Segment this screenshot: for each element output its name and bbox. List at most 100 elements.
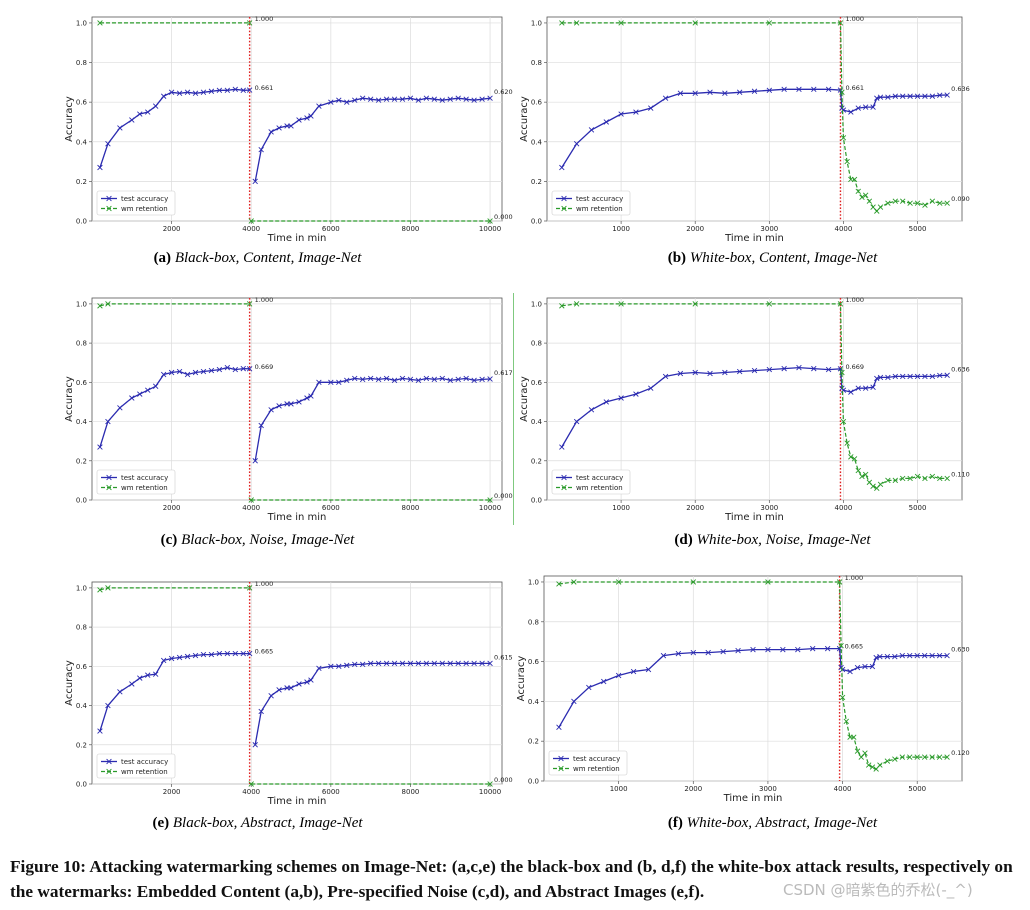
data-point-marker [907, 93, 913, 99]
annotation-acc-before: 0.665 [255, 648, 274, 656]
data-point-marker [855, 467, 861, 474]
data-point-marker [884, 653, 891, 660]
y-tick-label: 0.4 [531, 418, 543, 426]
caption-b: (b) White-box, Content, Image-Net [515, 250, 1030, 267]
data-point-marker [588, 127, 595, 133]
annotation-wm-after: 0.120 [951, 749, 970, 757]
data-point-marker [391, 377, 398, 384]
data-point-marker [192, 652, 199, 659]
y-axis-label: Accuracy [64, 96, 75, 142]
data-point-marker [328, 99, 334, 105]
y-tick-label: 0.4 [528, 698, 540, 706]
data-point-marker [447, 377, 453, 384]
data-point-marker [344, 99, 350, 105]
data-point-marker [862, 663, 868, 670]
data-point-marker [851, 456, 858, 462]
data-point-marker [936, 754, 943, 760]
chart-panel-d: 0.0 0.2 0.4 0.6 0.8 1.0 1000 2000 3000 4000 5000 Ti… [515, 283, 1030, 558]
data-point-marker [877, 94, 884, 100]
data-point-marker [268, 693, 274, 699]
data-point-marker [561, 474, 567, 481]
data-point-marker [168, 369, 175, 376]
data-point-marker [660, 652, 667, 659]
x-tick-label: 8000 [402, 788, 420, 796]
data-point-marker [415, 660, 422, 667]
data-point-marker [160, 371, 167, 378]
data-point-marker [192, 369, 199, 376]
data-point-marker [914, 652, 920, 659]
data-point-marker [571, 698, 577, 705]
csdn-watermark: CSDN @暗紫色的乔松(-_^) [783, 881, 973, 899]
data-point-marker [937, 200, 943, 206]
data-point-marker [145, 387, 151, 393]
data-point-marker [561, 205, 567, 212]
data-point-marker [854, 748, 861, 754]
data-point-marker [944, 652, 950, 659]
data-point-marker [922, 373, 928, 380]
data-point-marker [877, 374, 884, 381]
data-point-marker [907, 373, 913, 380]
data-point-marker [892, 756, 898, 762]
x-tick-label: 6000 [322, 504, 340, 512]
data-point-marker [571, 579, 577, 585]
data-point-marker [825, 366, 832, 373]
y-tick-label: 0.6 [528, 658, 540, 666]
data-point-marker [137, 675, 143, 681]
data-point-marker [615, 579, 622, 585]
data-point-marker [248, 781, 254, 787]
y-tick-label: 0.6 [76, 663, 88, 671]
column-divider [513, 293, 514, 525]
data-point-marker [885, 477, 891, 484]
data-point-marker [224, 650, 231, 657]
data-point-marker [224, 87, 231, 93]
legend-wm-label: wm retention [573, 765, 620, 773]
data-point-marker [152, 671, 159, 677]
data-point-marker [97, 444, 103, 450]
y-tick-label: 0.0 [528, 778, 539, 786]
x-tick-label: 5000 [908, 785, 926, 793]
data-point-marker [824, 645, 831, 652]
annotation-wm-before: 1.000 [845, 574, 864, 582]
data-point-marker [407, 660, 414, 667]
data-point-marker [899, 652, 906, 659]
y-axis-label: Accuracy [516, 656, 527, 702]
data-point-marker [809, 645, 816, 652]
x-tick-label: 1000 [612, 504, 630, 512]
data-point-marker [690, 579, 697, 585]
x-axis-label: Time in min [723, 793, 783, 804]
data-point-marker [877, 653, 883, 660]
data-point-marker [137, 111, 143, 117]
caption-label: (c) [160, 532, 178, 548]
data-point-marker [152, 383, 159, 389]
data-point-marker [907, 200, 913, 206]
data-point-marker [184, 371, 191, 378]
data-point-marker [735, 647, 741, 654]
y-tick-label: 1.0 [76, 300, 87, 308]
annotation-acc-before: 0.669 [255, 363, 274, 371]
data-point-marker [246, 20, 253, 26]
data-point-marker [105, 585, 111, 591]
data-point-marker [200, 368, 207, 375]
data-point-marker [240, 650, 246, 657]
data-point-marker [862, 750, 868, 756]
data-point-marker [588, 407, 595, 413]
wm-retention-line [558, 581, 948, 770]
data-point-marker [383, 660, 390, 667]
plot-area [546, 16, 963, 222]
data-point-marker [106, 484, 112, 491]
data-point-marker [662, 373, 669, 380]
data-point-marker [258, 146, 264, 153]
data-point-marker [240, 365, 246, 372]
annotation-wm-after: 0.000 [494, 776, 513, 784]
data-point-marker [105, 141, 111, 147]
y-tick-label: 0.2 [528, 738, 539, 746]
data-point-marker [929, 373, 936, 380]
figure-caption: Figure 10: Attacking watermarking scheme… [10, 857, 1013, 901]
caption-title: Black-box, Abstract, Image-Net [172, 815, 363, 831]
y-tick-label: 0.6 [531, 379, 543, 387]
legend-wm-label: wm retention [121, 768, 168, 776]
data-point-marker [487, 781, 493, 787]
data-point-marker [677, 370, 684, 377]
data-point-marker [633, 391, 639, 397]
data-point-marker [359, 661, 366, 668]
